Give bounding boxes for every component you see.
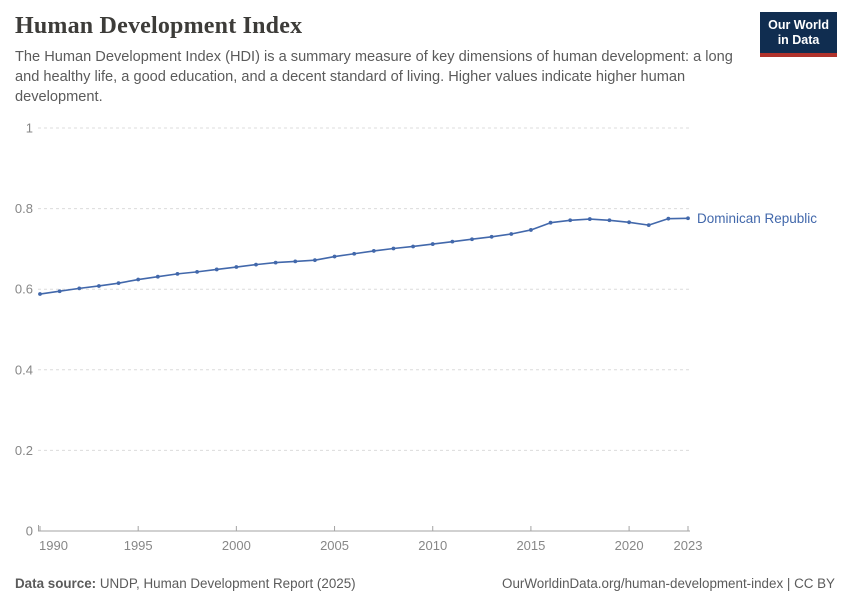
- series-point[interactable]: [627, 220, 631, 225]
- page-title: Human Development Index: [15, 13, 303, 39]
- series-point[interactable]: [430, 242, 435, 246]
- owid-logo-line2: in Data: [777, 33, 820, 48]
- x-tick-label: 2015: [516, 538, 545, 553]
- series-point[interactable]: [646, 223, 651, 228]
- series-point[interactable]: [666, 216, 671, 221]
- series-point[interactable]: [568, 218, 573, 223]
- series-point[interactable]: [411, 244, 415, 249]
- entity-label[interactable]: Dominican Republic: [697, 211, 817, 226]
- y-tick-label: 0: [26, 524, 33, 539]
- data-source-note: Data source: UNDP, Human Development Rep…: [15, 576, 356, 591]
- series-point[interactable]: [195, 269, 199, 274]
- owid-logo-line1: Our World: [768, 18, 829, 32]
- hdi-line-chart: 0 0.2 0.4 0.6 0.8 1 1990 1995 2000 2005 2010 2015 20…: [15, 121, 817, 554]
- license-link[interactable]: OurWorldinData.org/human-development-ind…: [502, 576, 835, 591]
- series-point[interactable]: [273, 260, 278, 265]
- series-point[interactable]: [155, 274, 160, 279]
- x-tick-label: 1990: [39, 538, 68, 553]
- x-tick-label: 1995: [124, 538, 153, 553]
- y-tick-label: 0.2: [15, 443, 33, 458]
- chart-footer: Data source: UNDP, Human Development Rep…: [15, 576, 835, 591]
- series-point[interactable]: [313, 258, 317, 263]
- data-source-label: Data source:: [15, 576, 97, 591]
- series-point[interactable]: [548, 220, 553, 225]
- series-point[interactable]: [509, 232, 514, 236]
- series-point[interactable]: [293, 259, 298, 264]
- series-point[interactable]: [175, 271, 180, 276]
- series-point[interactable]: [529, 228, 533, 232]
- series-point[interactable]: [234, 265, 239, 269]
- series-point[interactable]: [116, 281, 121, 286]
- y-tick-label: 0.4: [15, 362, 33, 377]
- owid-logo[interactable]: Our World in Data: [760, 12, 837, 57]
- series-point[interactable]: [371, 249, 376, 253]
- series-point[interactable]: [607, 218, 612, 223]
- series-point[interactable]: [332, 254, 337, 259]
- x-tick-label: 2000: [222, 538, 251, 553]
- series-point[interactable]: [214, 267, 219, 272]
- chart-area: 0 0.2 0.4 0.6 0.8 1 1990 1995 2000 2005 2010 2015 20…: [0, 115, 850, 560]
- series-point[interactable]: [450, 239, 455, 244]
- series-point[interactable]: [57, 289, 62, 294]
- series-point[interactable]: [686, 216, 690, 221]
- series-point[interactable]: [38, 292, 42, 296]
- y-tick-label: 0.6: [15, 282, 33, 297]
- x-tick-label: 2020: [615, 538, 644, 553]
- series-point[interactable]: [587, 217, 592, 221]
- x-tick-label: 2005: [320, 538, 349, 553]
- x-tick-label: 2023: [674, 538, 703, 553]
- series-point[interactable]: [254, 262, 258, 267]
- series-line[interactable]: [39, 217, 689, 295]
- series-point[interactable]: [136, 277, 141, 282]
- y-tick-label: 0.8: [15, 201, 33, 216]
- series-point[interactable]: [352, 251, 357, 256]
- x-tick-label: 2010: [418, 538, 447, 553]
- series-point[interactable]: [391, 246, 396, 251]
- series-point[interactable]: [77, 286, 82, 291]
- series-point[interactable]: [97, 284, 101, 288]
- chart-subtitle: The Human Development Index (HDI) is a s…: [15, 49, 733, 106]
- data-source-value: UNDP, Human Development Report (2025): [96, 576, 356, 591]
- y-tick-label: 1: [26, 121, 33, 136]
- series-point[interactable]: [489, 234, 494, 239]
- series-point[interactable]: [470, 237, 474, 242]
